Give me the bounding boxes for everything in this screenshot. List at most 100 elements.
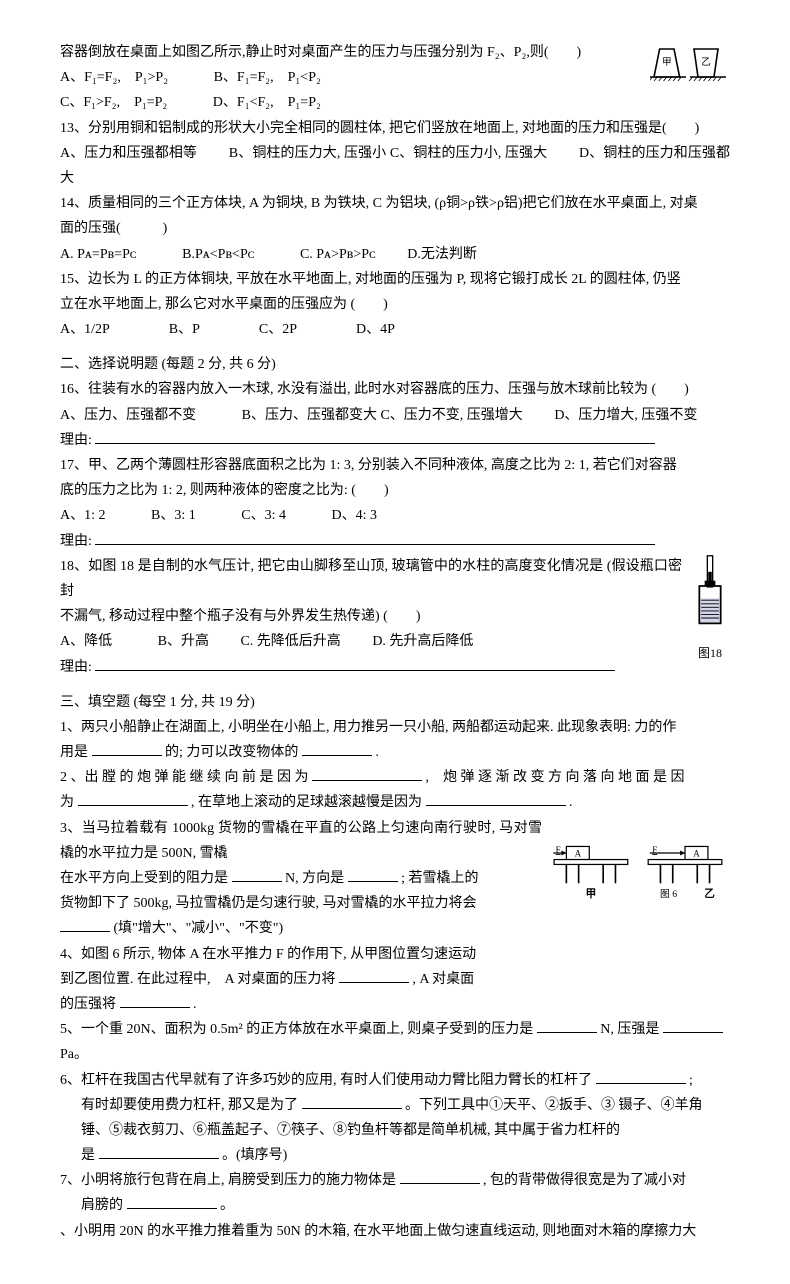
fill1-p2b: 的; 力可以改变物体的	[165, 745, 298, 760]
q16-optD: D、压力增大, 压强不变	[554, 408, 697, 423]
q17-stem2: 底的压力之比为 1: 2, 则两种液体的密度之比为: ( )	[60, 478, 730, 503]
q14-stem2: 面的压强( )	[60, 216, 730, 241]
q16-reason-label: 理由:	[60, 433, 92, 448]
fill1-blank1[interactable]	[92, 741, 162, 756]
q13-optB: B、铜柱的压力大, 压强小	[229, 146, 386, 161]
q13-opts: A、压力和压强都相等 B、铜柱的压力大, 压强小 C、铜柱的压力小, 压强大 D…	[60, 141, 730, 191]
fill3-blank3[interactable]	[60, 917, 110, 932]
fill6-p4: 是 。(填序号)	[60, 1143, 730, 1168]
desk-figure: A F 甲 A F 图 6 乙	[550, 836, 730, 915]
fill5-blank2[interactable]	[663, 1018, 723, 1033]
fill7-blank1[interactable]	[400, 1169, 480, 1184]
fill2-p2a: 为	[60, 795, 74, 810]
fill6-p1: 6、杠杆在我国古代早就有了许多巧妙的应用, 有时人们使用动力臂比阻力臂长的杠杆了…	[60, 1068, 730, 1093]
svg-text:甲: 甲	[662, 57, 672, 68]
q17-optC: C、3: 4	[241, 508, 286, 523]
q18-reason: 理由:	[60, 655, 730, 680]
fill4-blank2[interactable]	[120, 993, 190, 1008]
fill2-p2b: , 在草地上滚动的足球越滚越慢是因为	[191, 795, 422, 810]
fill2-p1a: 2 、出 膛 的 炮 弹 能 继 续 向 前 是 因 为	[60, 770, 312, 785]
q15-stem1: 15、边长为 L 的正方体铜块, 平放在水平地面上, 对地面的压强为 P, 现将…	[60, 267, 730, 292]
fill8-p1: 、小明用 20N 的水平推力推着重为 50N 的木箱, 在水平地面上做匀速直线运…	[60, 1219, 730, 1244]
q14-optB: B.Pᴀ<Pʙ<Pᴄ	[182, 247, 254, 262]
q17-optD: D、4: 3	[331, 508, 377, 523]
fill4-p3: 的压强将 .	[60, 992, 730, 1017]
fill2-blank2[interactable]	[78, 791, 188, 806]
q12-optB: B、F₁=F₂, P₁<P₂	[214, 70, 321, 85]
svg-text:A: A	[575, 848, 582, 858]
svg-text:甲: 甲	[586, 888, 597, 900]
fill4-p2a: 到乙图位置. 在此过程中, A 对桌面的压力将	[60, 972, 335, 987]
fill7-p1b: , 包的背带做得很宽是为了减小对	[483, 1173, 686, 1188]
q12-stem: 容器倒放在桌面上如图乙所示,静止时对桌面产生的压力与压强分别为 F₂、P₂,则(…	[60, 40, 730, 65]
q15-optB: B、P	[169, 322, 200, 337]
fill1-p2a: 用是	[60, 745, 88, 760]
fig18-label: 图18	[690, 643, 730, 665]
q15-optA: A、1/2P	[60, 322, 109, 337]
fill6-p1b: ;	[689, 1073, 693, 1088]
q18-optB: B、升高	[158, 634, 209, 649]
fill4-p2: 到乙图位置. 在此过程中, A 对桌面的压力将 , A 对桌面	[60, 967, 730, 992]
q16-reason: 理由:	[60, 428, 730, 453]
fill3-p4: (填"增大"、"减小"、"不变")	[60, 916, 730, 941]
q17-stem1: 17、甲、乙两个薄圆柱形容器底面积之比为 1: 3, 分别装入不同种液体, 高度…	[60, 453, 730, 478]
svg-text:乙: 乙	[701, 57, 711, 68]
fill6-p2b: 。下列工具中①天平、②扳手、③ 镊子、④羊角	[405, 1098, 703, 1113]
q15-opts: A、1/2P B、P C、2P D、4P	[60, 317, 730, 342]
fill6-blank1[interactable]	[596, 1069, 686, 1084]
fill3-blank1[interactable]	[232, 867, 282, 882]
q17-optA: A、1: 2	[60, 508, 106, 523]
fill3-blank2[interactable]	[348, 867, 398, 882]
fill5-p1: 5、一个重 20N、面积为 0.5m² 的正方体放在水平桌面上, 则桌子受到的压…	[60, 1017, 730, 1042]
q13-optC: C、铜柱的压力小, 压强大	[390, 146, 547, 161]
fill3-p2a: 在水平方向上受到的阻力是	[60, 871, 228, 886]
bottle-figure: 图18	[690, 554, 730, 665]
q13-optA: A、压力和压强都相等	[60, 146, 197, 161]
fill1-p2: 用是 的; 力可以改变物体的 .	[60, 740, 730, 765]
fill6-p2a: 有时却要使用费力杠杆, 那又是为了	[81, 1098, 298, 1113]
q18-reason-blank[interactable]	[95, 656, 615, 671]
q12-optA: A、F₁=F₂, P₁>P₂	[60, 70, 168, 85]
svg-text:图 6: 图 6	[660, 888, 677, 900]
q18-reason-label: 理由:	[60, 660, 92, 675]
q17-optB: B、3: 1	[151, 508, 196, 523]
fill7-p1a: 7、小明将旅行包背在肩上, 肩膀受到压力的施力物体是	[60, 1173, 396, 1188]
q12-optD: D、F₁<F₂, P₁=P₂	[213, 95, 321, 110]
fill2-blank3[interactable]	[426, 791, 566, 806]
fill5-p2: Pa。	[60, 1042, 730, 1067]
fill2-p2c: .	[569, 795, 573, 810]
fill1-blank2[interactable]	[302, 741, 372, 756]
fill4-p2b: , A 对桌面	[412, 972, 474, 987]
fill5-p1a: 5、一个重 20N、面积为 0.5m² 的正方体放在水平桌面上, 则桌子受到的压…	[60, 1022, 533, 1037]
fill6-p2: 有时却要使用费力杠杆, 那又是为了 。下列工具中①天平、②扳手、③ 镊子、④羊角	[60, 1093, 730, 1118]
q17-reason: 理由:	[60, 529, 730, 554]
fill5-blank1[interactable]	[537, 1018, 597, 1033]
q12-optC: C、F₁>F₂, P₁=P₂	[60, 95, 167, 110]
q16-opts: A、压力、压强都不变 B、压力、压强都变大 C、压力不变, 压强增大 D、压力增…	[60, 403, 730, 428]
q16-optB: B、压力、压强都变大	[242, 408, 377, 423]
fill7-p1: 7、小明将旅行包背在肩上, 肩膀受到压力的施力物体是 , 包的背带做得很宽是为了…	[60, 1168, 730, 1193]
q16-optC: C、压力不变, 压强增大	[380, 408, 522, 423]
q18-optC: C. 先降低后升高	[240, 634, 340, 649]
fill6-blank3[interactable]	[99, 1144, 219, 1159]
fill7-p2b: 。	[220, 1198, 234, 1213]
q18-opts: A、降低 B、升高 C. 先降低后升高 D. 先升高后降低	[60, 629, 730, 654]
q18-stem2: 不漏气, 移动过程中整个瓶子没有与外界发生热传递) ( )	[60, 604, 730, 629]
desk-icon: A F 甲 A F 图 6 乙	[550, 836, 730, 906]
fill3-p4-text: (填"增大"、"减小"、"不变")	[114, 921, 284, 936]
q13-stem: 13、分别用铜和铝制成的形状大小完全相同的圆柱体, 把它们竖放在地面上, 对地面…	[60, 116, 730, 141]
vessel-icon: 甲 乙	[650, 40, 730, 90]
q16-reason-blank[interactable]	[95, 429, 655, 444]
fill2-p1: 2 、出 膛 的 炮 弹 能 继 续 向 前 是 因 为 , 炮 弹 逐 渐 改…	[60, 765, 730, 790]
q14-opts: A. Pᴀ=Pʙ=Pᴄ B.Pᴀ<Pʙ<Pᴄ C. Pᴀ>Pʙ>Pᴄ D.无法判…	[60, 242, 730, 267]
fill2-blank1[interactable]	[312, 766, 422, 781]
fill6-blank2[interactable]	[302, 1094, 402, 1109]
vessel-figure: 甲 乙	[650, 40, 730, 99]
fill4-p1: 4、如图 6 所示, 物体 A 在水平推力 F 的作用下, 从甲图位置匀速运动	[60, 942, 730, 967]
fill4-blank1[interactable]	[339, 968, 409, 983]
q17-reason-blank[interactable]	[95, 530, 655, 545]
q15-optC: C、2P	[259, 322, 297, 337]
fill7-blank2[interactable]	[127, 1194, 217, 1209]
fill6-p4b: 。(填序号)	[222, 1148, 287, 1163]
fill5-p1b: N, 压强是	[600, 1022, 659, 1037]
